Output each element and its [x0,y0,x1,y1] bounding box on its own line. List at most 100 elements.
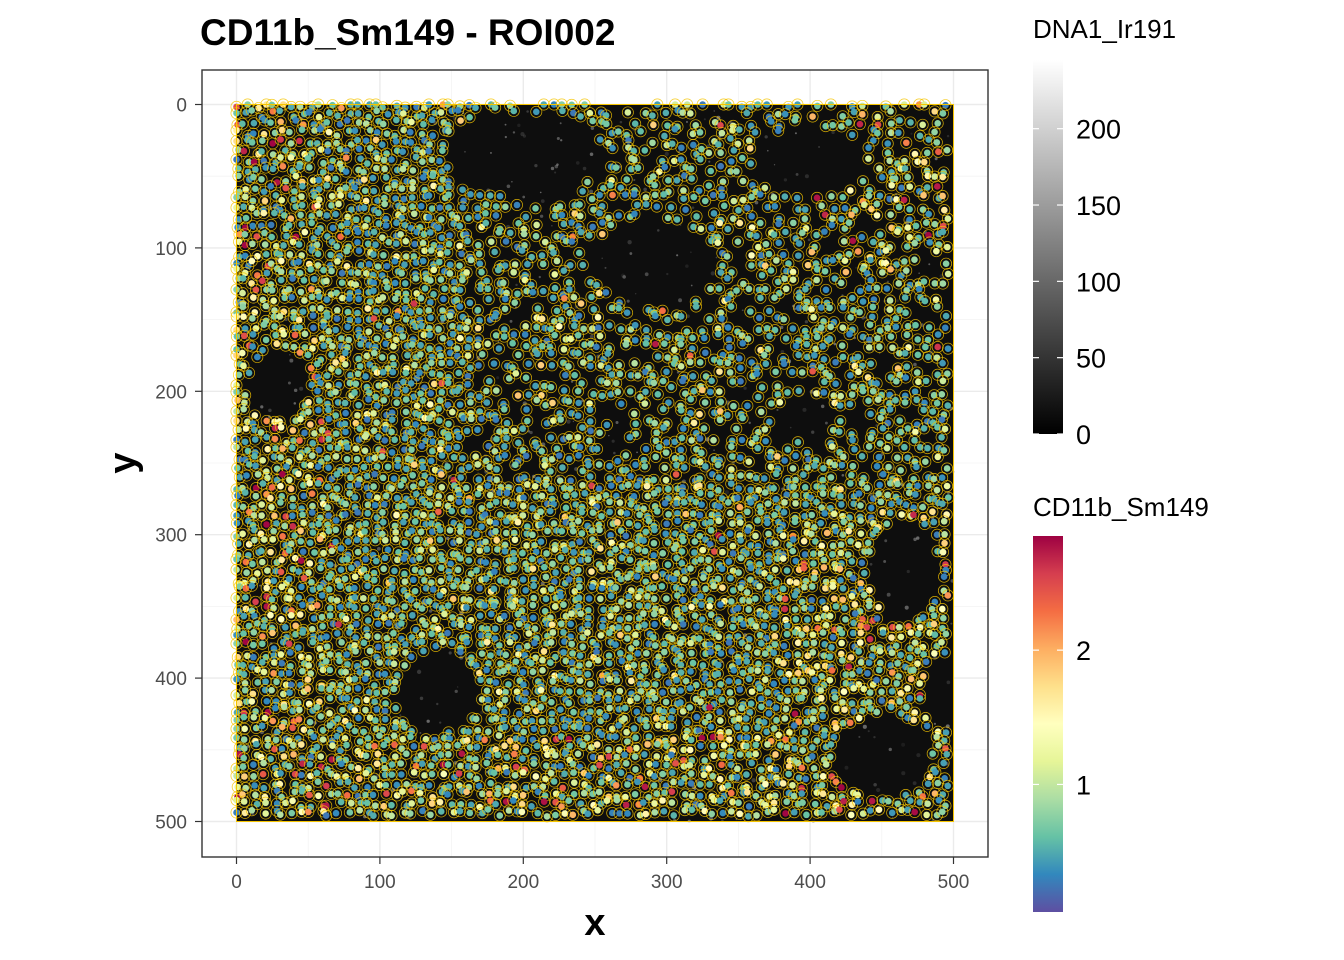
cell-point [416,307,423,315]
cell-point [623,309,631,316]
tissue-speck [572,232,574,234]
tissue-speck [629,252,633,255]
cell-point [714,330,722,338]
cell-point [941,206,948,214]
cell-point [939,228,947,236]
cell-point [362,373,369,380]
cell-point [673,216,681,223]
cell-point [299,308,307,315]
cell-point [445,420,452,428]
cell-point [328,192,336,200]
cell-point [914,158,921,165]
tissue-speck [893,425,896,428]
cell-point [929,408,937,415]
cell-point [550,249,557,257]
cell-point [280,242,287,249]
cell-point [436,258,443,266]
cell-point [251,185,259,193]
cell-point [574,349,582,357]
cell-point [905,344,912,351]
cell-point [938,390,946,398]
cell-point [282,184,290,192]
cell-point [888,181,895,189]
tissue-speck [833,342,837,346]
cell-point [820,389,828,396]
cell-point [590,390,597,398]
cell-point [248,107,255,114]
cell-point [895,203,903,211]
cell-point [459,454,466,462]
cell-point [682,390,689,398]
cell-point [892,396,899,404]
cell-point [524,260,531,268]
cell-point [453,443,461,451]
cell-point [398,270,406,277]
cell-point [915,285,923,293]
cell-point [925,324,933,331]
tissue-speck [713,449,715,452]
tissue-speck [807,238,811,242]
cell-point [574,433,582,441]
cell-point [870,238,877,246]
cell-point [370,187,378,195]
cell-point [510,107,518,115]
cell-point [482,457,490,465]
cell-point [933,139,941,146]
cell-point [305,398,312,406]
cell-point [774,110,782,118]
cell-point [679,377,686,385]
cell-point [529,288,537,296]
cell-point [464,381,472,388]
cell-point [297,415,304,423]
cell-point [726,344,733,351]
cell-point [887,120,895,127]
cell-point [491,312,499,320]
cell-point [587,427,594,435]
cell-point [921,297,929,305]
cell-point [771,326,779,334]
cell-point [485,442,492,450]
cell-point [412,259,420,266]
cell-point [730,197,738,205]
cell-point [249,315,256,322]
cell-point [456,334,464,342]
cell-point [539,287,547,295]
cell-point [533,323,540,331]
cell-point [614,128,622,135]
cell-point [478,268,485,276]
cell-point [581,341,588,349]
cell-point [436,157,443,165]
cell-point [521,276,529,284]
cell-point [329,224,337,232]
tissue-speck [794,132,797,135]
cell-point [403,420,411,427]
cell-point [483,387,490,395]
cell-point [821,228,828,235]
tissue-speck [619,120,623,124]
cell-point [333,243,341,250]
cell-point [642,194,650,201]
cell-point [801,206,809,213]
cell-point [315,176,323,184]
cell-point [325,415,333,423]
cell-point [334,258,341,265]
cell-point [401,221,409,229]
cell-point [923,149,931,157]
cell-point [738,154,746,162]
cell-point [440,295,447,303]
cell-point [249,240,256,248]
cell-point [754,428,762,436]
tissue-speck [708,447,711,450]
cell-point [716,416,724,424]
cell-point [279,163,287,170]
tissue-speck [928,263,931,266]
cell-point [550,417,557,424]
cell-point [577,113,584,120]
cell-point [939,377,947,385]
tissue-speck [763,553,766,557]
tissue-speck [724,490,730,495]
cell-point [791,117,799,124]
cell-point [551,284,559,292]
cell-point [299,182,306,190]
tissue-speck [259,584,262,587]
